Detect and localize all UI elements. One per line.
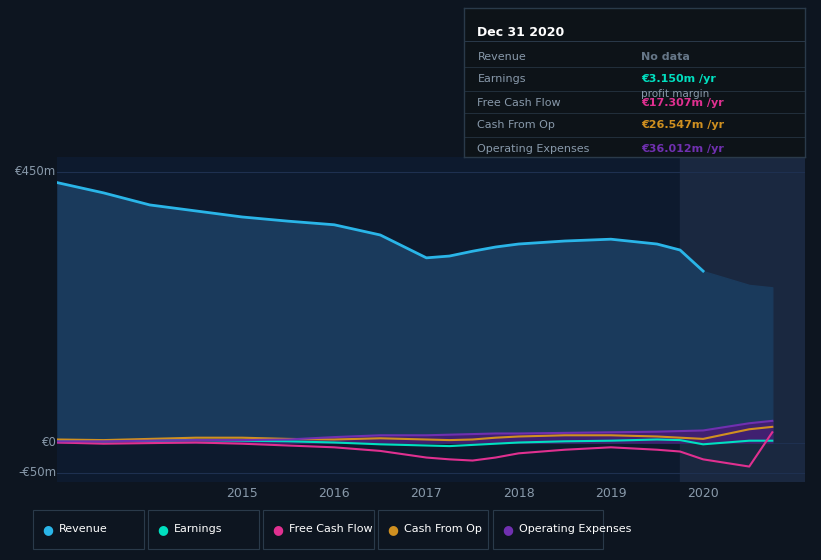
Text: ●: ●: [157, 522, 168, 536]
Text: ●: ●: [42, 522, 53, 536]
Text: Revenue: Revenue: [478, 52, 526, 62]
Text: Earnings: Earnings: [478, 74, 526, 84]
Text: Free Cash Flow: Free Cash Flow: [289, 524, 373, 534]
Text: Cash From Op: Cash From Op: [478, 120, 555, 130]
Text: Revenue: Revenue: [59, 524, 108, 534]
Text: €17.307m /yr: €17.307m /yr: [641, 97, 724, 108]
Text: profit margin: profit margin: [641, 88, 709, 99]
Text: Cash From Op: Cash From Op: [404, 524, 482, 534]
Text: €0: €0: [42, 436, 57, 449]
Text: ●: ●: [272, 522, 283, 536]
Text: €36.012m /yr: €36.012m /yr: [641, 143, 724, 153]
Bar: [680, 157, 805, 482]
Text: Earnings: Earnings: [174, 524, 222, 534]
Text: ●: ●: [502, 522, 513, 536]
Text: ●: ●: [387, 522, 398, 536]
Text: Dec 31 2020: Dec 31 2020: [478, 26, 565, 39]
Text: €26.547m /yr: €26.547m /yr: [641, 120, 724, 130]
Text: €450m: €450m: [16, 165, 57, 178]
Text: Operating Expenses: Operating Expenses: [519, 524, 631, 534]
Text: Operating Expenses: Operating Expenses: [478, 143, 589, 153]
Text: Free Cash Flow: Free Cash Flow: [478, 97, 561, 108]
Text: €3.150m /yr: €3.150m /yr: [641, 74, 716, 84]
Text: No data: No data: [641, 52, 690, 62]
Text: -€50m: -€50m: [19, 466, 57, 479]
